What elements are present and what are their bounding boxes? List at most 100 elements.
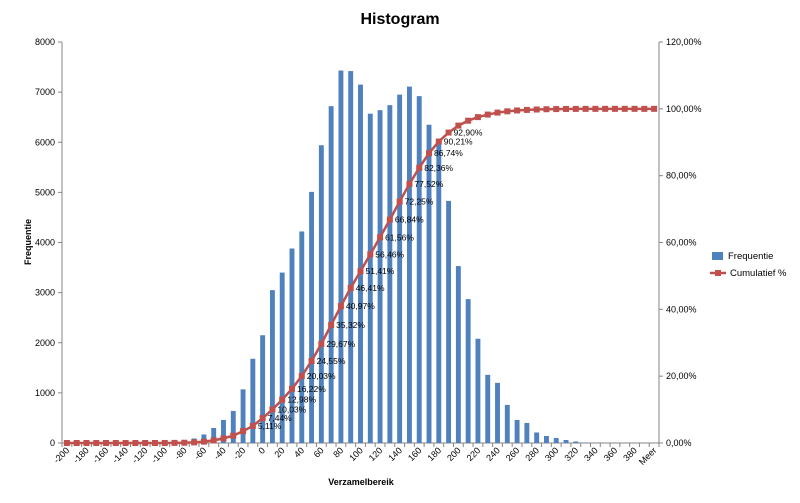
cumulative-point (161, 439, 168, 446)
y-tick-label: 2000 (35, 338, 55, 348)
cumulative-point (504, 108, 511, 115)
x-tick-label: -160 (91, 445, 111, 465)
x-tick-label: 160 (406, 445, 424, 463)
chart-title: Histogram (360, 11, 439, 28)
bar (534, 432, 540, 443)
cumulative-data-label: 10,03% (277, 404, 306, 414)
cumulative-point (445, 129, 452, 136)
cumulative-point (142, 440, 149, 446)
bar (495, 382, 500, 443)
bar (563, 439, 569, 443)
plot-area: 0100020003000400050006000700080000,00%20… (35, 37, 702, 467)
legend-label-frequentie: Frequentie (728, 251, 773, 262)
cumulative-point (132, 440, 139, 446)
cumulative-data-label: 90,21% (444, 137, 473, 147)
x-tick-label: -140 (110, 445, 130, 465)
cumulative-data-label: 12,98% (287, 395, 316, 405)
cumulative-point (553, 106, 560, 113)
cumulative-point (474, 114, 481, 121)
x-tick-label: 100 (347, 445, 365, 463)
bar (279, 272, 285, 443)
x-tick-label: -40 (212, 445, 228, 461)
y-axis-title: Frequentie (23, 219, 33, 265)
x-tick-label: 200 (445, 445, 463, 463)
y-tick-label: 8000 (35, 37, 55, 47)
bar (397, 94, 403, 443)
x-tick-label: 320 (563, 445, 581, 463)
x-tick-label: 340 (582, 445, 600, 463)
x-tick-label: 40 (292, 445, 306, 459)
cumulative-point (563, 105, 570, 112)
cumulative-point (259, 415, 266, 422)
y2-tick-label: 20,00% (666, 371, 697, 381)
cumulative-point (406, 180, 413, 187)
bar (553, 437, 559, 443)
cumulative-point (181, 439, 188, 446)
y2-tick-label: 0,00% (666, 438, 692, 448)
bar (348, 71, 354, 443)
cumulative-point (631, 105, 638, 112)
cumulative-data-label: 16,22% (297, 384, 326, 394)
cumulative-data-label: 35,32% (336, 320, 365, 330)
bar (436, 142, 442, 443)
y-tick-label: 6000 (35, 137, 55, 147)
cumulative-point (572, 105, 579, 112)
cumulative-point (200, 438, 207, 445)
cumulative-point (435, 138, 442, 145)
bar (358, 84, 363, 443)
bar (367, 113, 373, 444)
cumulative-data-label: 92,90% (454, 128, 483, 138)
cumulative-point (220, 435, 227, 442)
cumulative-point (494, 109, 501, 116)
y-tick-label: 5000 (35, 187, 55, 197)
y2-tick-label: 120,00% (666, 37, 702, 47)
bar (240, 389, 246, 443)
bar (524, 422, 530, 443)
bar (269, 290, 275, 443)
bar (211, 427, 217, 443)
x-tick-label: 300 (543, 445, 561, 463)
cumulative-data-label: 29,67% (326, 339, 355, 349)
cumulative-point (112, 440, 119, 446)
cumulative-point (171, 439, 178, 446)
bar (338, 70, 344, 443)
cumulative-point (602, 105, 609, 112)
bar (514, 419, 520, 443)
legend-swatch-frequentie (712, 252, 723, 260)
x-tick-label: -60 (192, 445, 208, 461)
legend-marker-cumulatief (715, 270, 721, 276)
cumulative-point (514, 107, 521, 114)
cumulative-point (523, 106, 530, 113)
cumulative-data-label: 51,41% (366, 266, 395, 276)
cumulative-point (230, 432, 237, 439)
cumulative-data-label: 46,41% (356, 283, 385, 293)
bar (426, 124, 432, 444)
cumulative-point (455, 122, 462, 129)
bar (406, 86, 412, 443)
cumulative-data-label: 56,46% (375, 249, 404, 259)
cumulative-point (240, 428, 247, 435)
bar (455, 266, 461, 443)
bar (299, 231, 305, 443)
cumulative-data-label: 66,84% (395, 215, 424, 225)
cumulative-point (328, 321, 335, 328)
bar (221, 419, 226, 443)
cumulative-point (93, 440, 100, 446)
x-tick-label: 360 (602, 445, 620, 463)
bar (416, 96, 422, 443)
cumulative-data-label: 86,74% (434, 148, 463, 158)
cumulative-point (151, 440, 158, 446)
x-tick-label: Meer (637, 445, 659, 467)
bar (260, 335, 266, 443)
x-tick-label: 180 (426, 445, 444, 463)
y2-tick-label: 80,00% (666, 171, 697, 181)
cumulative-point (611, 105, 618, 112)
x-tick-label: 0 (256, 445, 267, 456)
cumulative-data-label: 20,03% (307, 371, 336, 381)
cumulative-point (122, 440, 129, 446)
cumulative-point (73, 440, 80, 446)
cumulative-point (386, 216, 393, 223)
x-axis-title: Verzamelbereik (328, 477, 395, 487)
cumulative-point (83, 440, 90, 446)
cumulative-point (641, 105, 648, 112)
